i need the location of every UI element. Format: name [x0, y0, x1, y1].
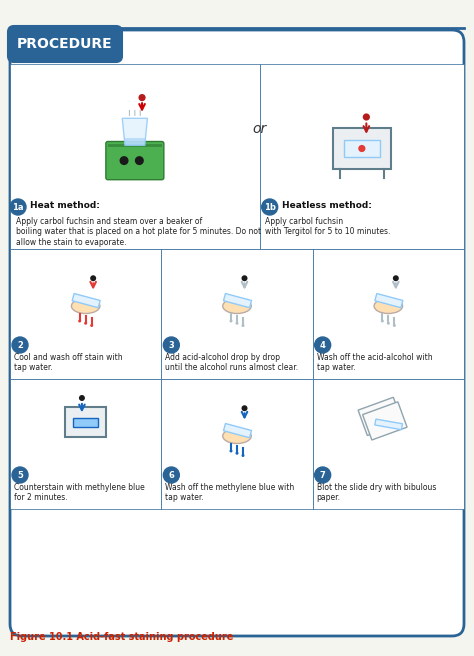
Circle shape [164, 467, 179, 483]
Circle shape [381, 319, 384, 323]
Circle shape [393, 276, 399, 281]
Circle shape [241, 405, 247, 411]
Bar [313, 249, 464, 379]
Circle shape [12, 467, 28, 483]
Text: Counterstain with methylene blue
for 2 minutes.: Counterstain with methylene blue for 2 m… [14, 483, 145, 502]
Bar [224, 293, 252, 308]
Bar [10, 379, 161, 509]
Bar [313, 379, 464, 509]
Circle shape [138, 94, 146, 101]
Text: 1a: 1a [12, 203, 24, 211]
Bar [333, 129, 391, 169]
Circle shape [241, 454, 245, 457]
Bar [108, 144, 162, 147]
Bar [375, 419, 402, 430]
Circle shape [241, 324, 245, 327]
Circle shape [241, 276, 247, 281]
Text: 2: 2 [17, 340, 23, 350]
Bar [10, 64, 260, 249]
Ellipse shape [223, 298, 251, 314]
Text: Wash off the methylene blue with
tap water.: Wash off the methylene blue with tap wat… [165, 483, 294, 502]
Text: Cool and wash off stain with
tap water.: Cool and wash off stain with tap water. [14, 353, 123, 373]
Polygon shape [125, 138, 145, 145]
Circle shape [90, 324, 93, 327]
Circle shape [229, 449, 233, 453]
Circle shape [119, 156, 128, 165]
FancyBboxPatch shape [106, 142, 164, 180]
Text: Blot the slide dry with bibulous
paper.: Blot the slide dry with bibulous paper. [317, 483, 436, 502]
Bar [72, 293, 100, 308]
Bar [358, 398, 402, 436]
Circle shape [236, 321, 238, 325]
Circle shape [229, 319, 233, 323]
Circle shape [10, 199, 26, 215]
Bar [344, 140, 380, 157]
Text: Wash off the acid-alcohol with
tap water.: Wash off the acid-alcohol with tap water… [317, 353, 432, 373]
Circle shape [135, 156, 144, 165]
Bar [375, 293, 403, 308]
Circle shape [236, 452, 238, 455]
Text: Add acid-alcohol drop by drop
until the alcohol runs almost clear.: Add acid-alcohol drop by drop until the … [165, 353, 299, 373]
Text: PROCEDURE: PROCEDURE [17, 37, 113, 51]
Text: Apply carbol fuchsin
with Tergitol for 5 to 10 minutes.: Apply carbol fuchsin with Tergitol for 5… [264, 217, 390, 236]
Bar [10, 249, 161, 379]
Circle shape [262, 199, 278, 215]
Polygon shape [122, 118, 147, 145]
Circle shape [315, 467, 331, 483]
Text: 5: 5 [17, 470, 23, 480]
Bar [260, 64, 464, 249]
Circle shape [315, 337, 331, 353]
Text: or: or [253, 122, 267, 136]
Text: 6: 6 [168, 470, 174, 480]
Text: 4: 4 [320, 340, 326, 350]
Circle shape [393, 324, 396, 327]
Circle shape [79, 395, 85, 401]
FancyBboxPatch shape [10, 30, 464, 636]
Bar [224, 424, 252, 438]
Text: Heatless method:: Heatless method: [282, 201, 372, 209]
Ellipse shape [374, 298, 402, 314]
Circle shape [90, 276, 96, 281]
Bar [65, 407, 106, 437]
Bar [161, 249, 313, 379]
Circle shape [78, 319, 81, 323]
Text: 1b: 1b [264, 203, 276, 211]
Circle shape [12, 337, 28, 353]
Text: 7: 7 [320, 470, 326, 480]
Bar [161, 379, 313, 509]
Circle shape [387, 321, 390, 325]
Text: Apply carbol fuchsin and steam over a beaker of
boiling water that is placed on : Apply carbol fuchsin and steam over a be… [16, 217, 261, 247]
Bar [73, 417, 99, 426]
Text: 3: 3 [168, 340, 174, 350]
Circle shape [164, 337, 179, 353]
Circle shape [363, 113, 370, 121]
Circle shape [358, 145, 365, 152]
FancyBboxPatch shape [8, 26, 122, 62]
Ellipse shape [223, 428, 251, 443]
Text: Heat method:: Heat method: [30, 201, 100, 209]
Bar [363, 402, 407, 440]
Circle shape [84, 321, 87, 325]
Ellipse shape [72, 298, 100, 314]
Text: Figure 10.1 Acid-fast staining procedure: Figure 10.1 Acid-fast staining procedure [10, 632, 233, 642]
